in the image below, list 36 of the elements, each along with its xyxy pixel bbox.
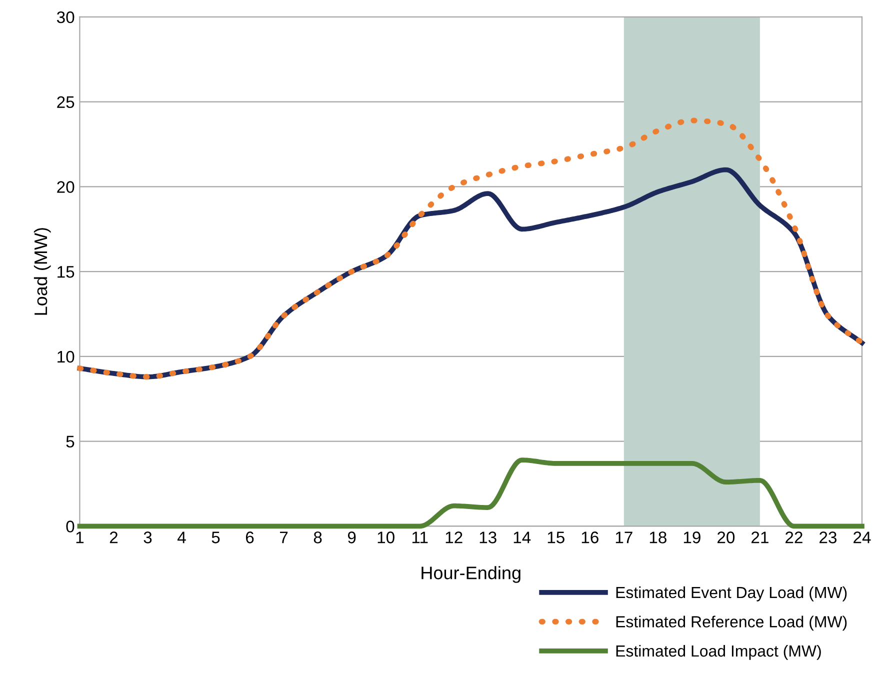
x-tick-label: 20 <box>718 532 735 544</box>
y-axis-title: Load (MW) <box>34 228 51 315</box>
x-tick-label: 21 <box>752 532 768 544</box>
y-tick-label: 30 <box>56 11 74 24</box>
legend-label: Estimated Reference Load (MW) <box>616 616 847 631</box>
x-axis-title: Hour-Ending <box>422 566 520 583</box>
y-tick-label: 15 <box>58 266 74 278</box>
x-tick-label: 14 <box>514 532 531 544</box>
x-tick-label: 11 <box>412 532 428 544</box>
x-tick-label: 17 <box>616 532 632 544</box>
x-tick-label: 22 <box>786 532 802 544</box>
x-tick-label: 2 <box>110 532 118 544</box>
x-tick-label: 4 <box>178 532 186 544</box>
x-tick-label: 7 <box>280 532 288 544</box>
x-tick-label: 10 <box>378 532 394 544</box>
legend-label: Estimated Load Impact (MW) <box>616 644 821 660</box>
x-tick-label: 8 <box>314 532 322 544</box>
x-tick-label: 16 <box>582 532 598 544</box>
y-tick-label: 5 <box>66 436 74 448</box>
x-tick-label: 5 <box>212 532 220 544</box>
x-tick-label: 15 <box>548 532 564 544</box>
x-tick-label: 12 <box>446 532 462 544</box>
y-tick-label: 20 <box>57 181 74 193</box>
x-tick-label: 13 <box>480 532 496 544</box>
x-tick-label: 23 <box>820 532 837 544</box>
x-tick-label: 6 <box>246 532 254 544</box>
x-tick-label: 3 <box>144 532 152 544</box>
x-tick-label: 18 <box>650 532 666 544</box>
y-tick-label: 0 <box>66 520 74 532</box>
legend-label: Estimated Event Day Load (MW) <box>616 586 847 602</box>
x-tick-label: 24 <box>854 532 871 544</box>
y-tick-label: 25 <box>57 96 74 108</box>
x-tick-label: 1 <box>76 532 84 544</box>
x-tick-label: 9 <box>348 532 356 544</box>
x-tick-label: 19 <box>684 532 700 544</box>
y-tick-label: 10 <box>58 350 74 363</box>
